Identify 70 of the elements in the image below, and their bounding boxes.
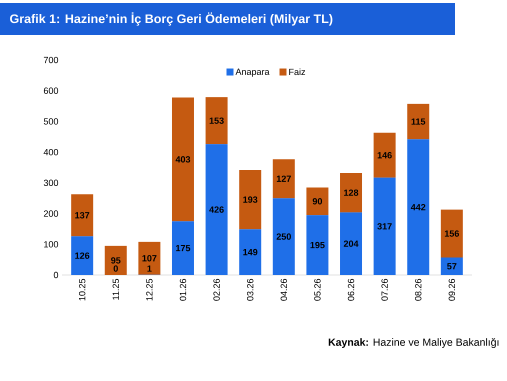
- data-label: 127: [276, 176, 291, 182]
- x-tick-label: 07.26: [381, 278, 388, 301]
- bar: [440, 210, 463, 258]
- x-tick-label: 08.26: [415, 278, 422, 301]
- legend-label: Anapara: [236, 68, 270, 77]
- bar: [272, 198, 295, 275]
- data-label: 126: [75, 252, 90, 259]
- data-label: 107: [142, 255, 156, 262]
- bar: [407, 104, 430, 140]
- text: Kaynak: Hazine ve Maliye Bakanlığı: [328, 338, 498, 348]
- data-label: 195: [310, 242, 325, 248]
- data-label: 137: [75, 212, 90, 218]
- bar: [206, 144, 228, 275]
- y-tick-label: 500: [44, 118, 58, 125]
- x-tick-label: 12.25: [146, 278, 153, 300]
- x-tick-label: 11.25: [112, 278, 119, 300]
- data-label: 317: [377, 223, 392, 230]
- bar: [340, 212, 362, 275]
- data-label: 153: [210, 117, 224, 124]
- x-tick-label: 04.26: [280, 278, 287, 301]
- bar: [104, 246, 127, 275]
- bar: [71, 194, 94, 236]
- bar: [374, 178, 396, 275]
- data-label: 146: [378, 152, 392, 158]
- y-tick-label: 200: [44, 210, 58, 217]
- bar: [407, 139, 430, 275]
- data-label: 156: [444, 230, 460, 237]
- bar: [440, 257, 463, 275]
- x-tick-label: 02.26: [213, 278, 220, 301]
- data-label: 149: [243, 248, 258, 256]
- y-tick-label: 400: [44, 148, 58, 156]
- data-label: 193: [243, 196, 258, 203]
- data-label: 115: [412, 118, 426, 125]
- y-tick-label: 700: [44, 56, 58, 64]
- data-label: 0: [114, 265, 118, 272]
- data-label: 175: [176, 244, 190, 252]
- bar: [138, 242, 160, 275]
- data-label: 250: [276, 233, 291, 240]
- bar: [239, 229, 262, 275]
- data-label: 426: [209, 206, 224, 213]
- bar: [272, 159, 295, 198]
- data-label: 1: [147, 265, 152, 272]
- x-tick-label: 03.26: [247, 278, 254, 301]
- data-label: 95: [111, 257, 121, 264]
- x-tick-label: 01.26: [180, 278, 186, 301]
- bar: [340, 173, 362, 212]
- chart-title: Grafik 1: Hazine’nin İç Borç Geri Ödemeleri (Milyar TL): [10, 12, 332, 26]
- data-label: 204: [344, 240, 358, 247]
- x-tick-label: 06.26: [348, 278, 354, 301]
- y-tick-label: 0: [54, 272, 58, 278]
- bar: [306, 215, 328, 275]
- x-tick-label: 10.25: [78, 278, 86, 300]
- x-tick-label: 09.26: [448, 278, 456, 301]
- legend-label: Faiz: [289, 68, 306, 76]
- x-tick-label: 05.26: [314, 278, 321, 301]
- bar: [71, 236, 94, 275]
- y-tick-label: 300: [44, 180, 58, 186]
- bar: [172, 97, 194, 222]
- y-tick-label: 600: [44, 88, 58, 94]
- bar: [172, 221, 194, 275]
- bar: [239, 170, 262, 230]
- data-label: 403: [176, 156, 190, 163]
- data-label: 57: [447, 263, 456, 270]
- data-label: 442: [410, 204, 426, 210]
- y-tick-label: 100: [44, 241, 58, 248]
- bar: [306, 187, 328, 216]
- data-label: 90: [312, 198, 322, 204]
- bar: [206, 97, 228, 144]
- data-label: 128: [344, 190, 358, 196]
- bar: [374, 132, 396, 178]
